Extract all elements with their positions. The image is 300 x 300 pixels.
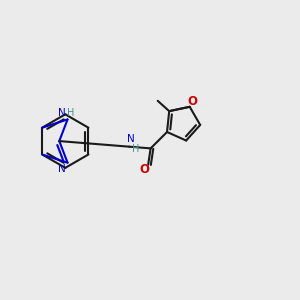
Text: N: N: [127, 134, 135, 144]
Text: N: N: [58, 108, 66, 118]
Text: O: O: [140, 163, 150, 176]
Text: O: O: [187, 95, 197, 108]
Text: N: N: [58, 164, 66, 174]
Text: H: H: [132, 144, 140, 154]
Text: H: H: [67, 108, 74, 118]
